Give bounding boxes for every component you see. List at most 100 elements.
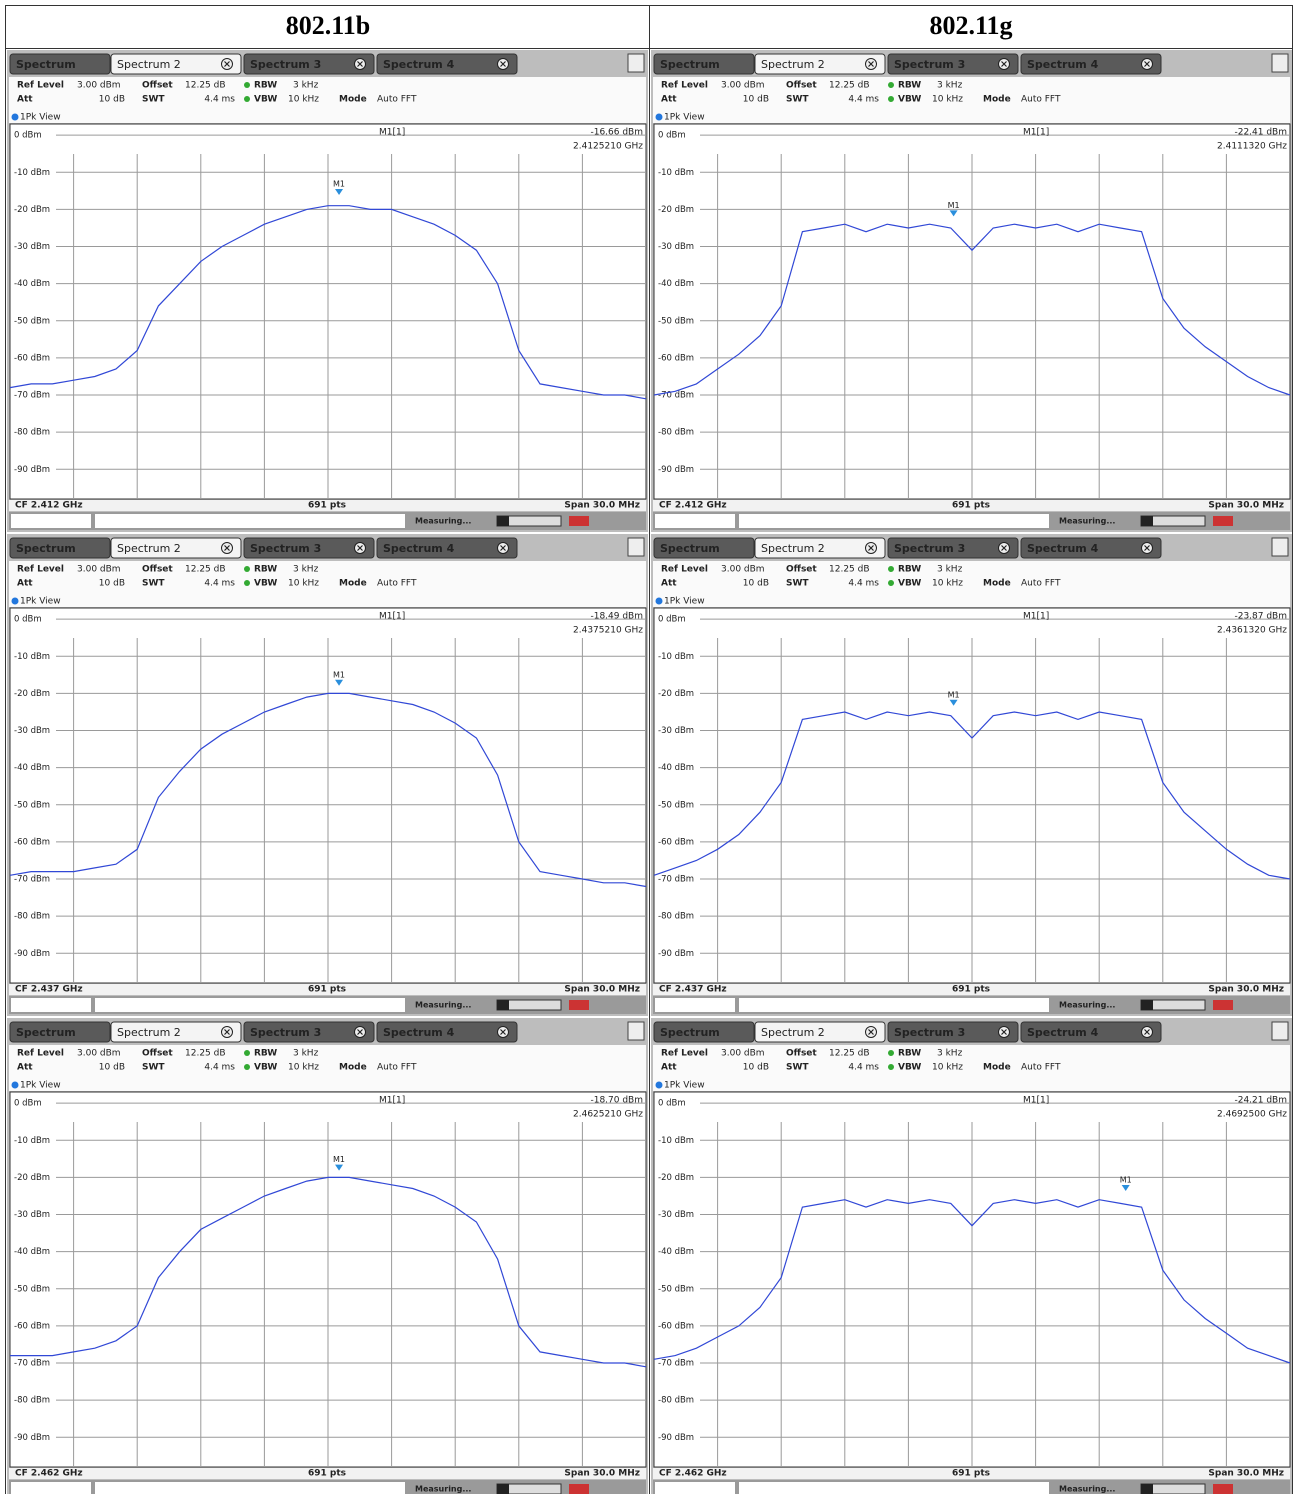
setting-text: 3 kHz [293, 81, 319, 91]
status-text: Measuring... [1059, 1001, 1115, 1010]
setting-text: SWT [142, 1063, 165, 1073]
tab[interactable] [243, 1021, 375, 1043]
setting-text: Mode [339, 1063, 367, 1073]
tab[interactable] [110, 53, 242, 75]
span: Span 30.0 MHz [1208, 501, 1284, 511]
tab[interactable] [887, 537, 1019, 559]
setting-text: 3.00 dBm [77, 81, 121, 91]
setting-text: VBW [898, 579, 921, 589]
menu-icon[interactable] [627, 537, 645, 557]
status-field [11, 998, 91, 1012]
setting-text: SWT [142, 579, 165, 589]
status-icon [569, 1000, 589, 1010]
trace [653, 223, 1291, 396]
setting-text: Att [661, 95, 677, 105]
status-dot [888, 96, 894, 102]
tab[interactable] [887, 1021, 1019, 1043]
menu-icon[interactable] [1271, 1021, 1289, 1041]
setting-text: 10 dB [99, 1063, 125, 1073]
y-tick-label: -30 dBm [658, 242, 694, 252]
tab[interactable] [9, 1021, 111, 1043]
tab[interactable] [887, 53, 1019, 75]
menu-icon[interactable] [1271, 537, 1289, 557]
setting-text: VBW [898, 95, 921, 105]
setting-text: Mode [983, 1063, 1011, 1073]
tab[interactable] [376, 53, 518, 75]
trace [9, 205, 647, 400]
menu-icon[interactable] [1271, 53, 1289, 73]
setting-text: Att [661, 1063, 677, 1073]
setting-text: Ref Level [17, 565, 64, 575]
setting-text: Offset [142, 1049, 173, 1059]
tab[interactable] [653, 1021, 755, 1043]
marker-frequency: 2.4125210 GHz [573, 142, 643, 152]
tab-label: Spectrum 2 [761, 542, 825, 555]
marker-name: M1[1] [379, 612, 405, 622]
tab[interactable] [1020, 1021, 1162, 1043]
y-tick-label: -90 dBm [14, 1433, 50, 1443]
footer [9, 984, 646, 995]
settings-area [653, 77, 1290, 112]
status-field [655, 998, 735, 1012]
setting-text: Offset [786, 1049, 817, 1059]
tab-close-icon [868, 545, 874, 551]
setting-text: 3.00 dBm [721, 1049, 765, 1059]
setting-text: 3.00 dBm [721, 81, 765, 91]
settings-area [653, 561, 1290, 596]
progress-fill [1141, 1000, 1153, 1010]
tab[interactable] [754, 1021, 886, 1043]
settings-area [9, 77, 646, 112]
tab[interactable] [110, 1021, 242, 1043]
tab[interactable] [376, 1021, 518, 1043]
setting-text: SWT [786, 579, 809, 589]
tab[interactable] [1020, 537, 1162, 559]
status-dot [244, 1064, 250, 1070]
footer [9, 1468, 646, 1479]
tab-close-icon [1144, 545, 1150, 551]
y-tick-label: -30 dBm [658, 726, 694, 736]
setting-text: 3.00 dBm [721, 565, 765, 575]
view-bar [9, 1080, 646, 1091]
menu-icon[interactable] [627, 1021, 645, 1041]
status-dot [888, 566, 894, 572]
y-tick-label: -50 dBm [658, 1284, 694, 1294]
setting-text: 3 kHz [937, 565, 963, 575]
menu-icon[interactable] [627, 53, 645, 73]
tab[interactable] [653, 53, 755, 75]
tab[interactable] [754, 53, 886, 75]
tab[interactable] [1020, 53, 1162, 75]
status-dot [244, 566, 250, 572]
setting-text: Mode [983, 579, 1011, 589]
tab[interactable] [243, 537, 375, 559]
tab-label: Spectrum 2 [117, 1026, 181, 1039]
tab[interactable] [653, 537, 755, 559]
setting-text: Ref Level [661, 81, 708, 91]
y-tick-label: -90 dBm [14, 465, 50, 475]
tab[interactable] [376, 537, 518, 559]
tab[interactable] [9, 53, 111, 75]
points: 691 pts [308, 501, 346, 511]
marker-name: M1[1] [379, 128, 405, 138]
y-tick-label: -80 dBm [658, 1396, 694, 1406]
tab[interactable] [110, 537, 242, 559]
setting-text: 12.25 dB [829, 565, 870, 575]
marker [949, 699, 958, 706]
y-tick-label: -30 dBm [658, 1210, 694, 1220]
tab[interactable] [9, 537, 111, 559]
status-field [11, 514, 91, 528]
settings-area [9, 561, 646, 596]
marker [335, 188, 344, 195]
tab-label: Spectrum 4 [1027, 58, 1099, 71]
y-tick-label: 0 dBm [14, 1099, 42, 1109]
tab[interactable] [754, 537, 886, 559]
marker-tag: M1 [948, 201, 960, 210]
trace [653, 1199, 1291, 1364]
y-tick-label: -10 dBm [658, 652, 694, 662]
tab-close-icon [357, 545, 363, 551]
marker-tag: M1 [333, 179, 345, 188]
setting-text: 10 dB [743, 1063, 769, 1073]
points: 691 pts [308, 1469, 346, 1479]
tab[interactable] [243, 53, 375, 75]
y-tick-label: -60 dBm [658, 353, 694, 363]
setting-text: 4.4 ms [848, 95, 879, 105]
